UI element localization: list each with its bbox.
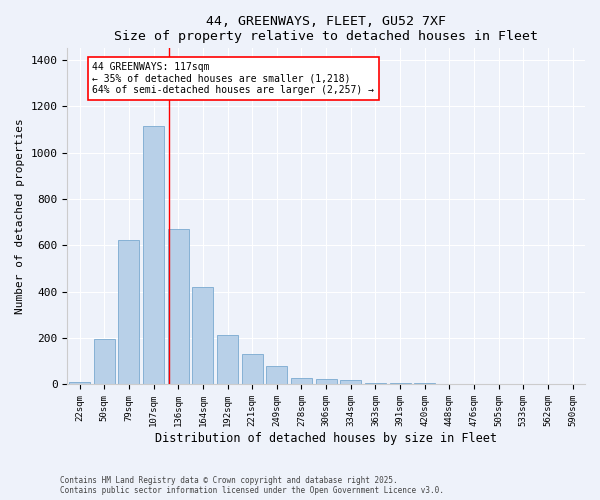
Bar bbox=[365, 382, 386, 384]
Bar bbox=[316, 378, 337, 384]
Bar bbox=[69, 382, 90, 384]
Bar bbox=[242, 354, 263, 384]
Bar bbox=[291, 378, 312, 384]
Y-axis label: Number of detached properties: Number of detached properties bbox=[15, 118, 25, 314]
Bar bbox=[118, 240, 139, 384]
Bar bbox=[94, 340, 115, 384]
Title: 44, GREENWAYS, FLEET, GU52 7XF
Size of property relative to detached houses in F: 44, GREENWAYS, FLEET, GU52 7XF Size of p… bbox=[114, 15, 538, 43]
Bar bbox=[143, 126, 164, 384]
Text: Contains HM Land Registry data © Crown copyright and database right 2025.
Contai: Contains HM Land Registry data © Crown c… bbox=[60, 476, 444, 495]
X-axis label: Distribution of detached houses by size in Fleet: Distribution of detached houses by size … bbox=[155, 432, 497, 445]
Bar bbox=[340, 380, 361, 384]
Text: 44 GREENWAYS: 117sqm
← 35% of detached houses are smaller (1,218)
64% of semi-de: 44 GREENWAYS: 117sqm ← 35% of detached h… bbox=[92, 62, 374, 96]
Bar bbox=[193, 287, 214, 384]
Bar bbox=[217, 334, 238, 384]
Bar bbox=[266, 366, 287, 384]
Bar bbox=[168, 229, 188, 384]
